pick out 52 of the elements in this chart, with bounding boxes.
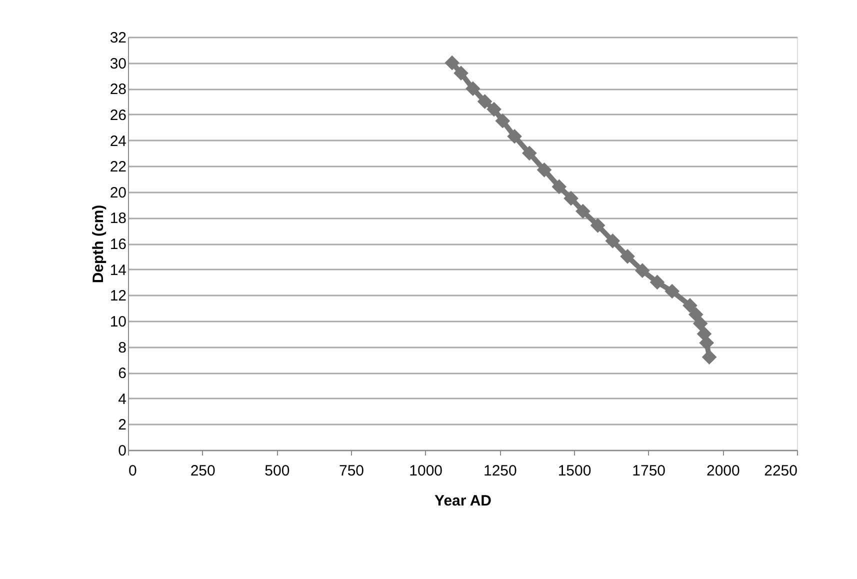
y-tick-label: 18 <box>110 210 126 228</box>
x-tick-label: 1250 <box>483 462 517 480</box>
y-tick-label: 26 <box>110 106 126 124</box>
x-axis-title: Year AD <box>434 492 492 510</box>
point <box>605 234 620 248</box>
x-tick-label: 750 <box>338 462 364 480</box>
point <box>522 146 537 161</box>
y-tick-label: 2 <box>118 416 126 434</box>
point <box>477 94 492 109</box>
y-tick-label: 14 <box>110 262 126 279</box>
point <box>702 350 717 364</box>
y-tick-label: 6 <box>118 365 126 382</box>
y-tick-label: 32 <box>110 30 126 46</box>
x-tick-label: 1750 <box>632 462 666 480</box>
y-tick-label: 20 <box>110 184 126 202</box>
y-tick-label: 30 <box>110 55 126 72</box>
point <box>454 66 468 81</box>
y-tick-label: 0 <box>118 442 126 460</box>
point <box>692 316 708 331</box>
y-tick-label: 28 <box>110 81 126 98</box>
y-tick-label: 12 <box>110 288 126 305</box>
y-tick-label: 16 <box>110 236 126 253</box>
point <box>552 179 567 194</box>
point <box>486 102 502 117</box>
y-tick-label: 10 <box>110 313 126 330</box>
point <box>564 190 578 206</box>
point <box>444 55 460 70</box>
x-tick-label: 2000 <box>706 462 740 480</box>
y-axis-title: Depth (cm) <box>90 204 107 284</box>
x-tick-label: 500 <box>264 462 290 480</box>
point <box>495 113 510 128</box>
x-tick-label: 1000 <box>409 462 443 480</box>
x-tick-label: 2250 <box>764 462 798 480</box>
y-tick-label: 8 <box>118 339 126 356</box>
point <box>590 218 606 233</box>
point <box>620 248 635 264</box>
point <box>682 298 698 313</box>
y-tick-label: 22 <box>110 158 126 176</box>
point <box>507 128 522 144</box>
y-tick-label: 24 <box>110 132 126 150</box>
x-tick-label: 1500 <box>558 462 592 480</box>
point <box>576 204 590 219</box>
y-tick-label: 4 <box>118 390 126 408</box>
point <box>699 335 714 350</box>
point <box>650 274 665 290</box>
point <box>664 284 680 299</box>
x-tick-label: 0 <box>128 462 137 480</box>
point <box>688 307 704 322</box>
point <box>465 81 480 96</box>
point <box>634 263 650 278</box>
x-tick-label: 250 <box>190 462 216 480</box>
point <box>536 162 552 178</box>
